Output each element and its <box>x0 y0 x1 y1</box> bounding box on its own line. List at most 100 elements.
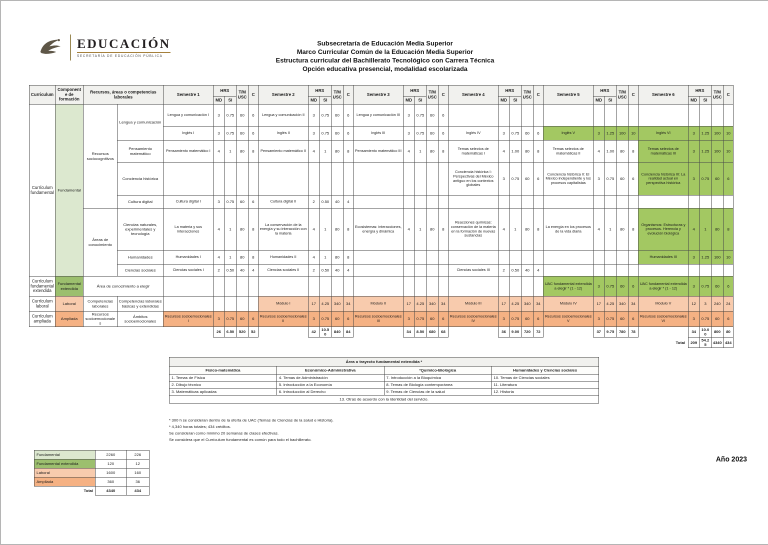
main-table-cell <box>638 104 689 127</box>
main-table-cell: Lengua y comunicación III <box>353 104 404 127</box>
main-table-cell: 78 <box>628 326 639 338</box>
main-table-cell: Recursos socioemocionales VI <box>638 311 689 327</box>
main-table-cell: 0.75 <box>699 311 712 327</box>
main-table-cell: 34 <box>343 296 354 312</box>
main-table-cell: Módulo V <box>638 296 689 312</box>
main-table-cell: 6 <box>438 311 449 327</box>
main-table-cell: 34 <box>628 296 639 312</box>
main-table-cell: Inglés V <box>543 126 594 141</box>
main-table-cell: 3 <box>498 162 510 196</box>
main-table-header-cell: Semestre 4 <box>448 85 499 105</box>
main-table-cell <box>616 104 629 127</box>
main-table-header-cell: SI <box>224 96 237 105</box>
main-table-cell: 0.75 <box>509 126 522 141</box>
main-table-cell: La conservación de la energía y su inter… <box>258 208 309 251</box>
main-table-cell <box>711 264 724 277</box>
main-table-cell: 34 <box>403 326 415 338</box>
main-table-cell <box>604 104 617 127</box>
main-table-cell: 52 <box>248 326 259 338</box>
main-table-cell <box>628 250 639 265</box>
page-title: Subsecretaría de Educación Media Superio… <box>1 39 768 73</box>
main-table-cell <box>236 276 249 297</box>
main-table-cell: 80 <box>711 208 724 251</box>
main-table-cell: 68 <box>438 326 449 338</box>
main-table-cell: 8 <box>343 208 354 251</box>
main-table-cell: Conciencia histórica II: El México indep… <box>543 162 594 196</box>
main-table-cell: 60 <box>521 162 534 196</box>
main-table-cell <box>308 162 320 196</box>
main-table-cell: 6 <box>248 126 259 141</box>
main-table-cell: 80 <box>331 250 344 265</box>
main-table-cell: 80 <box>236 140 249 163</box>
main-table-cell: 4 <box>308 208 320 251</box>
main-table-cell <box>426 195 439 209</box>
main-table-cell: Recursos socioemocionales V <box>543 311 594 327</box>
main-table-cell <box>604 250 617 265</box>
main-table-cell: 1 <box>319 208 332 251</box>
sep-logo: EDUCACIÓN SECRETARÍA DE EDUCACIÓN PÚBLIC… <box>37 34 171 61</box>
main-table-cell <box>258 162 309 196</box>
main-table-cell: 2 <box>308 264 320 277</box>
main-table-cell: UAC fundamental extendida a elegir * (1 … <box>543 276 594 297</box>
main-table-cell: Recursos socioemocionales III <box>353 311 404 327</box>
main-table-cell <box>403 264 415 277</box>
main-table-cell: 4 <box>498 208 510 251</box>
main-table-cell: 800 <box>711 326 724 338</box>
main-table-cell: 0.75 <box>319 311 332 327</box>
main-table-cell: 8 <box>343 250 354 265</box>
main-table-header-cell: T/M USC <box>331 85 344 105</box>
main-table-header-cell: C <box>248 85 259 105</box>
main-table-cell: 10 <box>723 140 734 163</box>
main-table-cell: 60 <box>236 195 249 209</box>
main-table-cell: Recursos socioemocionales <box>83 311 118 327</box>
main-table-cell: 0.75 <box>319 104 332 127</box>
main-table-cell: 0.50 <box>319 195 332 209</box>
footnote-3: Se consideran como mínimo 20 semanas de … <box>169 431 279 436</box>
main-table-cell: 40 <box>521 264 534 277</box>
main-table-cell <box>426 264 439 277</box>
main-table-cell: 3 <box>213 126 225 141</box>
main-table-cell: 10 <box>628 126 639 141</box>
main-table-cell: 434 <box>723 336 734 349</box>
main-table-cell <box>426 276 439 297</box>
areas-col-header-quimico: *Químico-Biológica <box>383 366 492 375</box>
main-table-cell <box>438 276 449 297</box>
main-table-cell: 6 <box>343 104 354 127</box>
main-table-cell: 4 <box>308 250 320 265</box>
main-table-cell: 4 <box>403 140 415 163</box>
main-table-header-cell: T/M USC <box>616 85 629 105</box>
main-table-cell: 0.50 <box>509 264 522 277</box>
main-table-header-cell: Semestre 3 <box>353 85 404 105</box>
main-table-cell: 0.75 <box>414 126 427 141</box>
eagle-icon <box>40 38 61 54</box>
main-table-cell: 8 <box>628 208 639 251</box>
main-table-cell: Recursos socioemocionales IV <box>448 311 499 327</box>
main-table-cell <box>308 276 320 297</box>
main-table-cell: 3 <box>688 140 700 163</box>
main-table-cell <box>426 250 439 265</box>
main-table-header-cell: SI <box>414 96 427 105</box>
main-table-cell <box>353 326 404 338</box>
main-table-header-cell: SI <box>509 96 522 105</box>
main-table-cell <box>163 296 214 312</box>
main-table-cell: Pensamiento matemático I <box>163 140 214 163</box>
main-table-cell <box>248 276 259 297</box>
summary-label-ampliada: Ampliada <box>34 477 96 487</box>
main-table-cell: 60 <box>236 126 249 141</box>
main-table-cell: 3 <box>688 162 700 196</box>
main-table-cell: 6 <box>533 126 544 141</box>
summary-label-fundamental-extendida: Fundamental extendida <box>34 459 96 469</box>
main-table-cell: Total <box>29 337 689 348</box>
main-table-cell: 0.75 <box>509 311 522 327</box>
main-table-cell: Conciencia histórica I: Perspectivas del… <box>448 162 499 196</box>
main-table-cell: 10.00 <box>699 326 712 338</box>
main-table-cell: Inglés II <box>258 126 309 141</box>
main-table-header-cell: C <box>438 85 449 105</box>
main-table-cell <box>688 104 700 127</box>
main-table-cell: 42 <box>308 326 320 338</box>
main-table-cell: 1 <box>414 208 427 251</box>
main-table-cell: 3 <box>308 311 320 327</box>
areas-item: 3. Matemáticas aplicadas <box>169 388 277 396</box>
main-table-cell: 3 <box>498 311 510 327</box>
main-table-cell <box>723 104 734 127</box>
